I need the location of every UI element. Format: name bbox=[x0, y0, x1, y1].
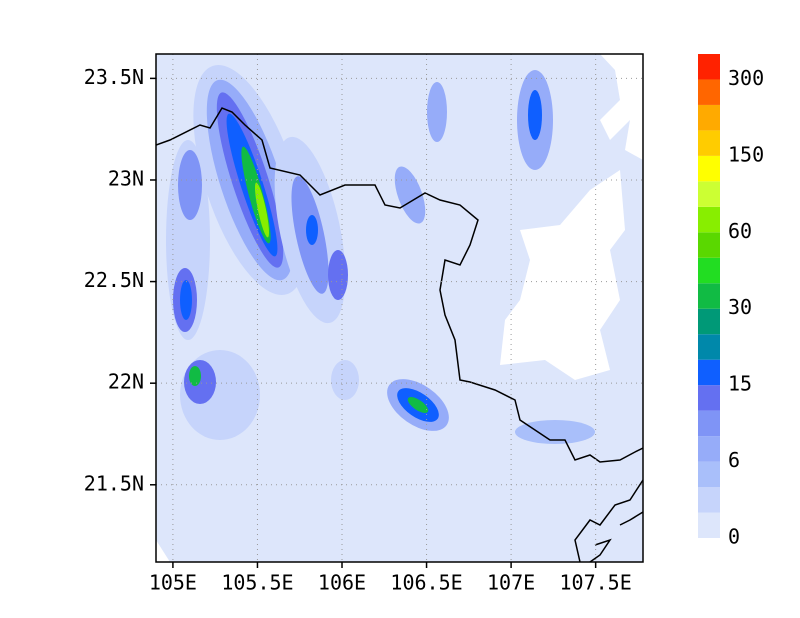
colorbar-label: 15 bbox=[728, 372, 752, 396]
colorbar-band bbox=[698, 206, 720, 233]
rain-cell bbox=[528, 90, 542, 140]
rain-cell bbox=[189, 366, 201, 386]
colorbar-band bbox=[698, 54, 720, 80]
colorbar-band bbox=[698, 385, 720, 411]
rain-cell bbox=[328, 250, 348, 300]
y-tick-label: 22.5N bbox=[84, 268, 144, 292]
x-tick-label: 107E bbox=[487, 571, 535, 595]
rain-cell bbox=[407, 396, 429, 414]
rain-cell bbox=[254, 182, 270, 238]
y-tick-label: 23.5N bbox=[84, 65, 144, 89]
colorbar-band bbox=[698, 461, 720, 488]
colorbar-label: 30 bbox=[728, 295, 752, 319]
colorbar-label: 0 bbox=[728, 525, 740, 549]
x-tick-label: 106.5E bbox=[390, 571, 462, 595]
no-rain-area bbox=[600, 54, 643, 160]
rain-cell bbox=[331, 360, 359, 400]
rain-cell bbox=[178, 150, 202, 220]
colorbar-label: 150 bbox=[728, 142, 764, 166]
colorbar-band bbox=[698, 104, 720, 131]
coastline bbox=[589, 538, 612, 562]
x-tick-label: 106E bbox=[318, 571, 366, 595]
colorbar-band bbox=[698, 359, 720, 386]
coastline bbox=[619, 511, 643, 526]
y-tick-label: 23N bbox=[108, 166, 144, 190]
contour-field bbox=[156, 54, 643, 562]
colorbar-band bbox=[698, 512, 720, 538]
rain-cell bbox=[427, 82, 447, 142]
colorbar-label: 6 bbox=[728, 448, 740, 472]
rain-cell bbox=[184, 360, 216, 404]
colorbar-band bbox=[698, 155, 720, 182]
x-tick-label: 107.5E bbox=[560, 571, 632, 595]
rain-cells bbox=[166, 65, 595, 444]
coastline bbox=[574, 479, 643, 562]
colorbar-band bbox=[698, 334, 720, 360]
y-tick-label: 21.5N bbox=[84, 471, 144, 495]
rain-cell bbox=[394, 166, 426, 224]
colorbar-band bbox=[698, 79, 720, 105]
colorbar-band bbox=[698, 308, 720, 335]
colorbar-label: 300 bbox=[728, 66, 764, 90]
colorbar: 0 6 15 30 60 150 300 bbox=[698, 54, 764, 549]
grid bbox=[156, 54, 643, 562]
x-tick-label: 105.5E bbox=[221, 571, 293, 595]
colorbar-band bbox=[698, 487, 720, 513]
colorbar-band bbox=[698, 410, 720, 437]
colorbar-band bbox=[698, 283, 720, 309]
colorbar-label: 60 bbox=[728, 219, 752, 243]
rain-cell bbox=[180, 280, 192, 320]
border-line bbox=[156, 107, 643, 463]
no-rain-area bbox=[500, 170, 625, 380]
colorbar-band bbox=[698, 181, 720, 207]
rain-cell bbox=[306, 215, 318, 245]
no-rain-area bbox=[156, 540, 170, 562]
colorbar-band bbox=[698, 257, 720, 284]
rain-cell bbox=[515, 420, 595, 444]
map-frame bbox=[155, 53, 644, 563]
colorbar-band bbox=[698, 130, 720, 156]
x-tick-label: 105E bbox=[149, 571, 197, 595]
y-tick-label: 22N bbox=[108, 370, 144, 394]
colorbar-band bbox=[698, 232, 720, 258]
axes: 105E 105.5E 106E 106.5E 107E 107.5E 21.5N 22N 22… bbox=[84, 65, 632, 595]
colorbar-band bbox=[698, 436, 720, 462]
